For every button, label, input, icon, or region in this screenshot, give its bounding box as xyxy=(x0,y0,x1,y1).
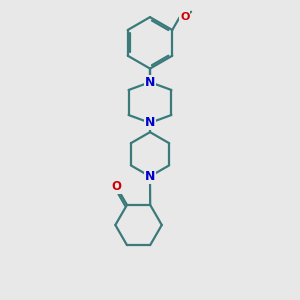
Text: O: O xyxy=(112,181,122,194)
Text: N: N xyxy=(145,170,155,183)
Text: N: N xyxy=(145,76,155,88)
Text: N: N xyxy=(145,116,155,129)
Text: O: O xyxy=(180,12,190,22)
Text: N: N xyxy=(145,76,155,89)
